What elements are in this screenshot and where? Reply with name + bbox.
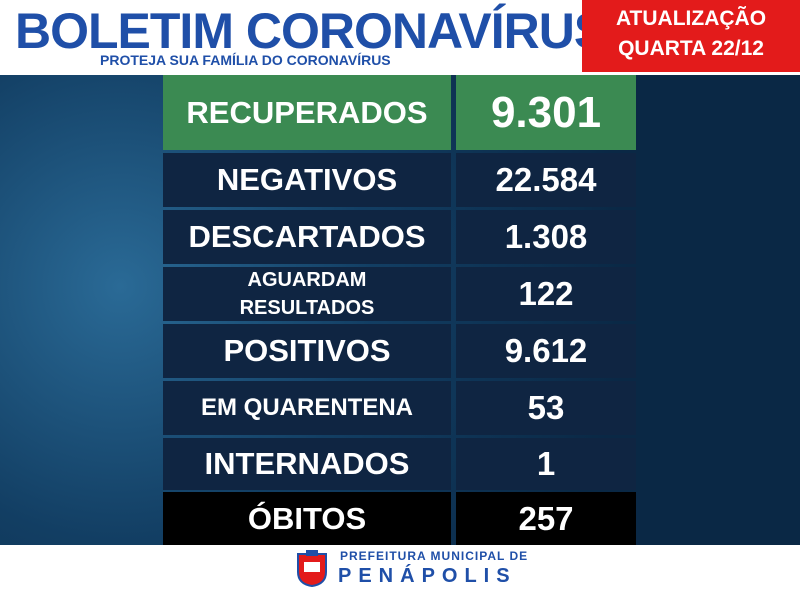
label-text: NEGATIVOS xyxy=(216,162,398,197)
footer-line2: PENÁPOLIS xyxy=(338,565,517,587)
row-value: 9.612 xyxy=(456,324,636,378)
title: BOLETIM CORONAVÍRUS xyxy=(15,3,607,59)
update-date: QUARTA 22/12 xyxy=(618,37,764,60)
footer-line1: PREFEITURA MUNICIPAL DE xyxy=(340,549,529,563)
row-value: 1 xyxy=(456,438,636,490)
subtitle: PROTEJA SUA FAMÍLIA DO CORONAVÍRUS xyxy=(100,52,391,68)
label-text: AGUARDAM xyxy=(247,269,367,291)
update-label: ATUALIZAÇÃO xyxy=(615,7,767,30)
logo xyxy=(297,550,327,588)
row-value: 122 xyxy=(456,267,636,321)
row-value: 53 xyxy=(456,381,636,435)
row-value: 9.301 xyxy=(456,75,636,150)
label-text: EM QUARENTENA xyxy=(200,394,413,421)
row-value: 1.308 xyxy=(456,210,636,264)
label-text: INTERNADOS xyxy=(204,446,410,481)
row-value: 257 xyxy=(456,492,636,545)
row-label: NEGATIVOS xyxy=(163,153,451,207)
row-label: EM QUARENTENA xyxy=(163,381,451,435)
label-text: ÓBITOS xyxy=(247,500,367,536)
update-box: ATUALIZAÇÃO QUARTA 22/12 xyxy=(582,0,800,72)
row-value: 22.584 xyxy=(456,153,636,207)
row-label: DESCARTADOS xyxy=(163,210,451,264)
row-label: POSITIVOS xyxy=(163,324,451,378)
label-text: DESCARTADOS xyxy=(188,219,426,254)
row-label: INTERNADOS xyxy=(163,438,451,490)
row-label: ÓBITOS xyxy=(163,492,451,545)
label-text: RESULTADOS xyxy=(239,297,375,319)
label-text: POSITIVOS xyxy=(223,333,391,368)
row-label: RECUPERADOS xyxy=(163,75,451,150)
label-text: RECUPERADOS xyxy=(186,94,428,130)
row-label: AGUARDAM RESULTADOS xyxy=(163,267,451,321)
